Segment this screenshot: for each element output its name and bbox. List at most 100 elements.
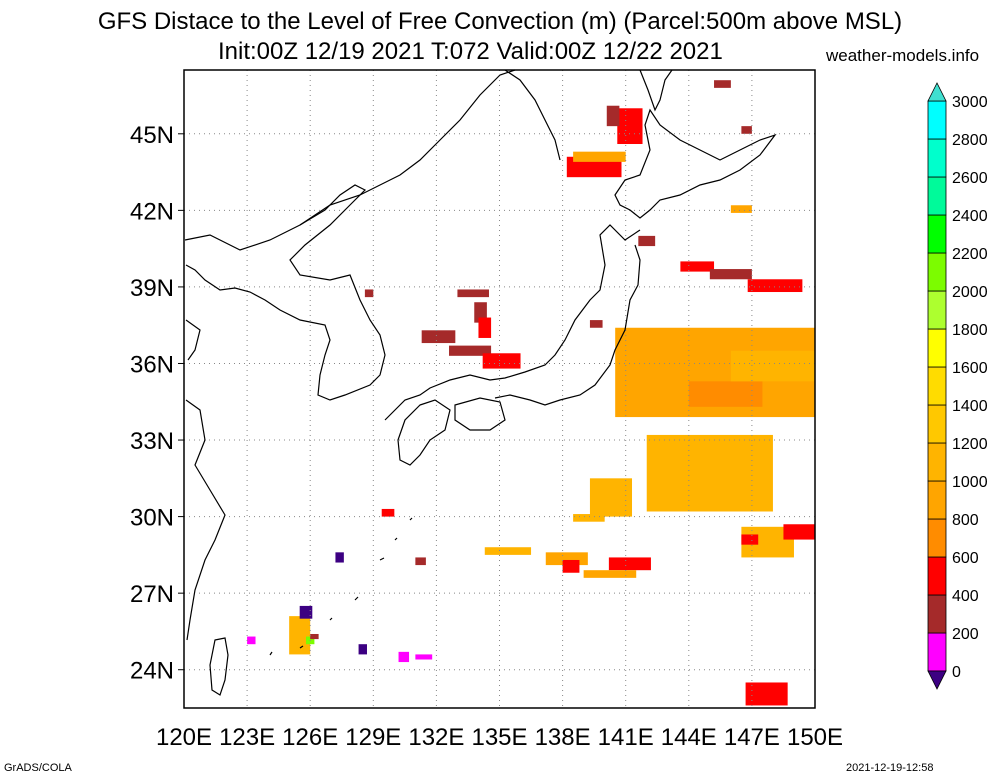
colorbar-label: 2800	[952, 132, 988, 149]
field-patch	[680, 261, 715, 272]
source-site: weather-models.info	[826, 46, 980, 65]
lat-tick-label: 42N	[130, 198, 174, 225]
colorbar-min-arrow	[927, 670, 947, 690]
colorbar-label: 1200	[952, 436, 988, 453]
field-patch	[606, 105, 620, 127]
colorbar-label: 1800	[952, 322, 988, 339]
field-patch	[730, 350, 815, 382]
colorbar-label: 2200	[952, 246, 988, 263]
colorbar-label: 2400	[952, 208, 988, 225]
colorbar-segment	[927, 632, 947, 672]
colorbar: 0 200 400 600 800 1000 1200 1400 1600 1800 2000 220…	[927, 82, 988, 690]
field-patch	[562, 559, 580, 573]
colorbar-label: 400	[952, 588, 979, 605]
colorbar-segment	[927, 100, 947, 140]
colorbar-label: 200	[952, 626, 979, 643]
colorbar-label: 1400	[952, 398, 988, 415]
field-patch	[608, 557, 651, 571]
colorbar-segment	[927, 214, 947, 254]
lon-tick-label: 135E	[471, 724, 527, 751]
colorbar-segment	[927, 518, 947, 558]
lat-tick-label: 27N	[130, 581, 174, 608]
field-patch	[358, 644, 367, 655]
colorbar-label: 1000	[952, 474, 988, 491]
lon-tick-label: 138E	[535, 724, 591, 751]
lfc-field	[247, 80, 815, 706]
colorbar-label: 600	[952, 550, 979, 567]
lon-tick-label: 123E	[219, 724, 275, 751]
colorbar-max-arrow	[927, 82, 947, 102]
colorbar-segment	[927, 176, 947, 216]
field-patch	[484, 547, 532, 555]
field-patch	[638, 235, 656, 247]
colorbar-segment	[927, 252, 947, 292]
field-patch	[709, 269, 752, 280]
field-patch	[617, 108, 643, 145]
lat-tick-label: 33N	[130, 428, 174, 455]
field-patch	[457, 289, 489, 298]
colorbar-label: 1600	[952, 360, 988, 377]
lon-tick-label: 150E	[787, 724, 843, 751]
map-frame	[183, 69, 816, 709]
lat-tick-label: 24N	[130, 658, 174, 685]
colorbar-label: 800	[952, 512, 979, 529]
lon-tick-label: 129E	[345, 724, 401, 751]
footer-left: GrADS/COLA	[4, 762, 72, 774]
map-subtitle: Init:00Z 12/19 2021 T:072 Valid:00Z 12/2…	[218, 38, 723, 65]
field-patch	[310, 633, 319, 640]
field-patch	[688, 381, 763, 407]
latitude-labels: 24N 27N 30N 33N 36N 39N 42N 45N	[130, 122, 174, 685]
colorbar-segment	[927, 366, 947, 406]
field-patch	[730, 205, 752, 213]
colorbar-segment	[927, 442, 947, 482]
field-patch	[415, 654, 433, 660]
field-patch	[783, 524, 815, 540]
field-patch	[299, 605, 313, 619]
footer-right: 2021-12-19-12:58	[846, 762, 934, 774]
colorbar-segment	[927, 404, 947, 444]
field-patch	[364, 289, 374, 298]
coastlines	[184, 69, 777, 696]
field-patch	[747, 279, 803, 293]
graticule	[178, 70, 815, 708]
lat-tick-label: 30N	[130, 505, 174, 532]
field-patch	[573, 514, 605, 522]
colorbar-segment	[927, 138, 947, 178]
field-patch	[415, 557, 426, 566]
field-patch	[583, 570, 637, 578]
field-patch	[289, 616, 311, 655]
colorbar-segment	[927, 594, 947, 634]
lon-tick-label: 132E	[408, 724, 464, 751]
field-patch	[478, 317, 492, 338]
colorbar-segment	[927, 556, 947, 596]
lon-tick-label: 141E	[598, 724, 654, 751]
field-patch	[589, 478, 633, 517]
field-patch	[381, 508, 395, 517]
colorbar-segment	[927, 328, 947, 368]
colorbar-label: 3000	[952, 94, 988, 111]
field-patch	[421, 330, 456, 344]
colorbar-label: 2600	[952, 170, 988, 187]
colorbar-label: 0	[952, 664, 961, 681]
field-patch	[573, 151, 626, 162]
field-patch	[714, 80, 731, 88]
lat-tick-label: 36N	[130, 351, 174, 378]
lat-tick-label: 39N	[130, 275, 174, 302]
field-patch	[741, 126, 752, 134]
field-patch	[741, 534, 759, 545]
field-patch	[745, 682, 788, 706]
field-patch	[398, 651, 410, 663]
field-patch	[646, 434, 773, 512]
field-patch	[482, 353, 521, 369]
field-patch	[335, 552, 344, 563]
field-patch	[449, 345, 492, 356]
lon-tick-label: 126E	[282, 724, 338, 751]
field-patch	[247, 636, 256, 645]
field-patch	[589, 320, 603, 328]
colorbar-segment	[927, 480, 947, 520]
colorbar-label: 2000	[952, 284, 988, 301]
lon-tick-label: 120E	[156, 724, 212, 751]
lon-tick-label: 144E	[661, 724, 717, 751]
lat-tick-label: 45N	[130, 122, 174, 149]
